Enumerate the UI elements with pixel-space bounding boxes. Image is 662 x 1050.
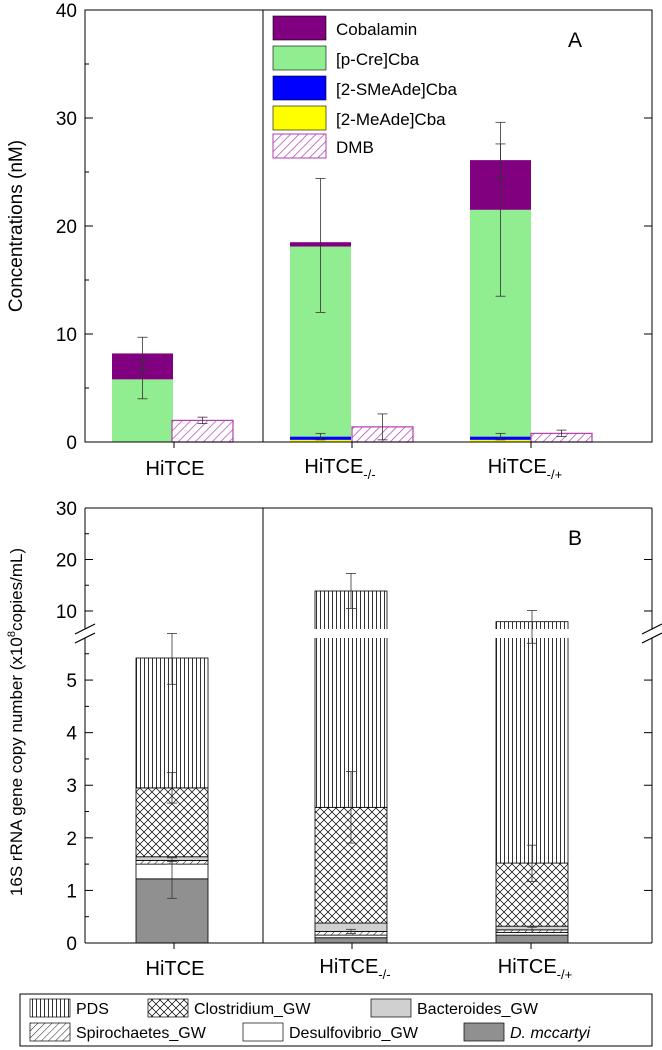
panel-b-x-ticks [173,943,532,949]
legend-label-smeade: [2-SMeAde]Cba [336,80,457,99]
panel-b-error-bars [167,572,537,934]
panel-a-bars [112,160,593,443]
a-ytick-label-0: 0 [66,433,77,454]
legend-label-dmccartyi: D. mccartyi [510,1025,590,1042]
error-bar-a-7 [495,432,506,441]
b-ytick-label-low-1: 1 [66,881,77,902]
error-bar-b-5 [346,928,356,934]
a-ytick-label-40: 40 [56,1,77,22]
error-bar-b-7 [346,572,356,609]
b-ytick-label-low-3: 3 [66,776,77,797]
legend-label-dmb: DMB [336,138,374,157]
panel-b-group-label-2: HiTCE-/- [319,956,390,982]
legend-swatch-clostridium [147,998,189,1018]
panel-a-x-ticks [173,442,532,448]
panel-b-legend: PDS Clostridium_GW Bacteroides_GW Spiroc… [19,993,653,1047]
legend-swatch-smeade [272,75,327,101]
x-group-labels: HiTCE HiTCE-/- HiTCE-/+ HiTCE HiTCE-/- H… [146,456,573,982]
a-ytick-label-20: 20 [56,217,77,238]
panel-b-axis-break-gap [60,629,662,638]
panel-b-group-label-1: HiTCE [146,958,205,980]
legend-swatch-pds [29,998,71,1018]
legend-label-bacteroides: Bacteroides_GW [417,1001,539,1018]
panel-b-ylabel: 16S rRNA gene copy number (x108copies/mL… [6,548,26,896]
a-ytick-label-30: 30 [56,109,77,130]
bar-2-meade-cba-g2 [290,439,351,442]
error-bar-b-3 [167,772,177,804]
error-bar-a-4 [315,432,326,441]
error-bar-b-8 [527,926,537,933]
error-bar-b-4 [167,633,177,685]
panel-b: 0 1 2 3 4 5 10 20 30 16S rRNA gene copy number (… [6,499,662,955]
legend-swatch-spiro [29,1022,71,1042]
panel-b-ylabel-main: 16S rRNA gene copy number (x10 [7,637,26,896]
error-bar-b-2 [167,857,177,865]
b-ytick-label-low-4: 4 [66,724,77,745]
panel-a-error-bars [137,121,567,441]
panel-b-ylabel-tail: copies/mL) [7,548,26,631]
b-ytick-label-low-2: 2 [66,829,77,850]
panel-a-group-label-1: HiTCE [146,458,205,480]
error-bar-a-6 [377,413,388,441]
panel-a-y-ticks: 0 10 20 30 40 [56,1,652,454]
legend-swatch-dmccartyi [463,1022,505,1042]
legend-swatch-desulfo [242,1022,284,1042]
panel-a-ylabel: Concentrations (nM) [6,140,27,312]
bar-pds-g3 [495,621,569,864]
legend-swatch-bacteroides [370,998,412,1018]
legend-label-cobalamin: Cobalamin [336,20,417,39]
a-ytick-label-10: 10 [56,325,77,346]
panel-a-group-label-2: HiTCE-/- [304,456,375,482]
error-bar-a-5 [315,178,326,313]
bar-d-mccartyi-g2 [314,937,388,944]
legend-label-clostridium: Clostridium_GW [194,1001,311,1018]
legend-swatch-cobalamin [272,15,327,41]
panel-b-bars [135,590,569,944]
bar-clostridium-gw-g1 [135,787,209,858]
axis-break-mark-left [74,623,96,644]
error-bar-b-10 [527,610,537,644]
panel-a: 0 10 20 30 40 Concentrations (nM) A Cobalami… [6,1,653,454]
error-bar-b-9 [527,844,537,882]
b-ytick-label-up-30: 30 [56,499,77,520]
panel-b-legend-frame [19,993,653,1047]
axis-break-gap-band [60,629,662,638]
panel-b-label: B [568,527,582,550]
bar-d-mccartyi-g3 [495,934,569,944]
b-ytick-label-low-5: 5 [66,671,77,692]
legend-label-spiro: Spirochaetes_GW [76,1025,207,1042]
panel-a-group-label-3: HiTCE-/+ [488,456,562,482]
panel-b-ylabel-sup: 8 [6,631,18,637]
bar-2-meade-cba-g3 [470,439,531,442]
legend-label-desulfo: Desulfovibrio_GW [289,1025,419,1042]
error-bar-b-6 [346,771,356,844]
legend-label-pcre: [p-Cre]Cba [336,50,420,69]
error-bar-a-3 [197,416,208,425]
panel-a-legend: Cobalamin [p-Cre]Cba [2-SMeAde]Cba [2-Me… [272,15,457,159]
legend-swatch-pcre [272,45,327,71]
legend-label-meade: [2-MeAde]Cba [336,110,446,129]
error-bar-a-2 [137,336,148,371]
panel-a-label: A [568,29,582,52]
error-bar-a-10 [556,429,567,438]
legend-swatch-meade [272,105,327,131]
panel-b-group-label-3: HiTCE-/+ [498,956,572,982]
axis-break-mark-right [641,623,662,644]
b-ytick-label-up-20: 20 [56,550,77,571]
b-ytick-label-low-0: 0 [66,934,77,955]
legend-swatch-dmb [272,133,327,159]
legend-label-pds: PDS [76,1001,109,1018]
b-ytick-label-up-10: 10 [56,602,77,623]
panel-b-y-ticks: 0 1 2 3 4 5 10 20 30 [56,499,652,955]
error-bar-a-9 [495,121,506,178]
